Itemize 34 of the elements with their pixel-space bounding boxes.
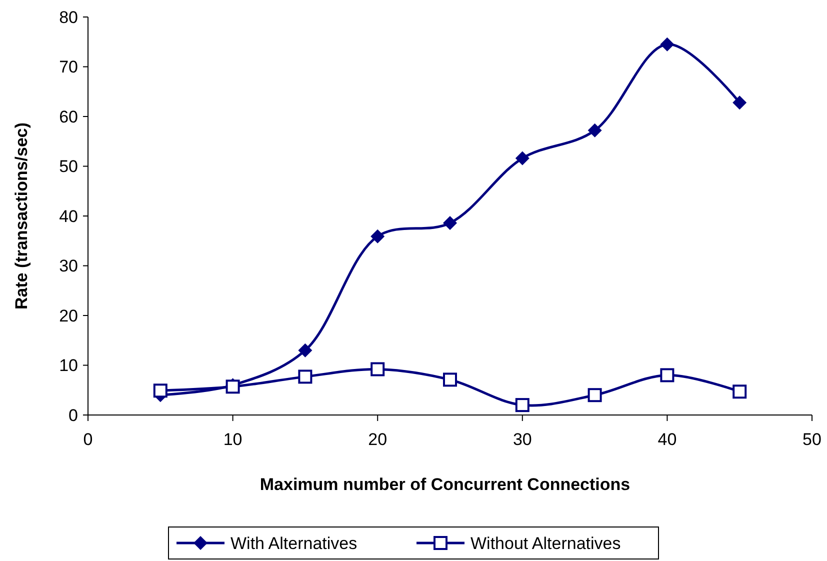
point — [588, 123, 602, 138]
point — [298, 343, 312, 358]
point — [370, 229, 385, 244]
point — [660, 37, 674, 52]
y-tick-label: 10 — [59, 356, 78, 376]
point — [443, 372, 457, 387]
point — [298, 370, 312, 384]
y-tick-label: 0 — [68, 406, 78, 425]
point — [370, 362, 385, 376]
point — [732, 96, 747, 110]
y-tick-label: 20 — [59, 306, 78, 326]
legend-label: With Alternatives — [230, 534, 358, 553]
x-tick-label: 40 — [658, 430, 677, 449]
point — [732, 384, 747, 399]
point — [588, 388, 602, 402]
x-tick-label: 20 — [368, 430, 388, 449]
point — [515, 151, 530, 166]
y-tick-label: 40 — [59, 206, 78, 226]
point — [153, 384, 168, 398]
x-tick-label: 0 — [83, 430, 93, 449]
y-tick-label: 70 — [59, 58, 78, 77]
legend-label: Without Alternatives — [470, 534, 621, 553]
y-tick-label: 50 — [59, 157, 78, 176]
x-axis-title: Maximum number of Concurrent Connections — [260, 475, 630, 494]
point — [515, 398, 530, 412]
y-tick-label: 60 — [59, 107, 78, 126]
point — [443, 216, 457, 230]
y-axis-title: Rate (transactions/sec) — [12, 122, 31, 310]
x-tick-label: 30 — [512, 430, 532, 449]
x-tick-label: 10 — [223, 430, 242, 449]
y-tick-label: 30 — [59, 256, 78, 276]
x-tick-label: 50 — [802, 430, 822, 449]
y-tick-label: 80 — [59, 8, 78, 27]
point — [660, 368, 674, 382]
